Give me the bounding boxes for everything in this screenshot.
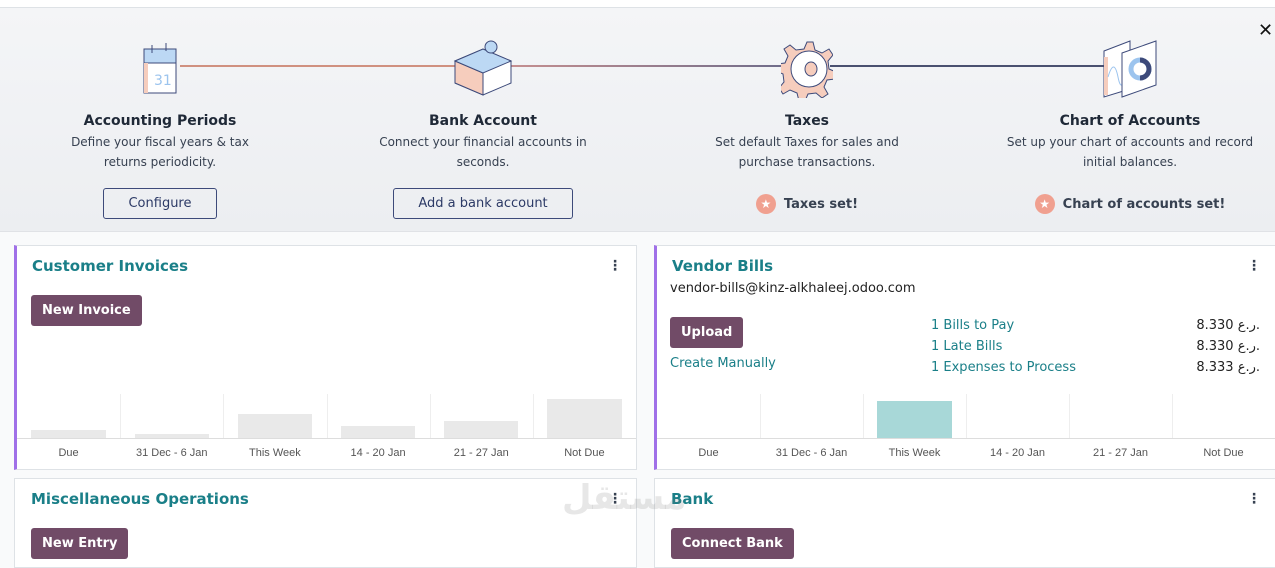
chart-bar[interactable] (877, 400, 952, 438)
x-tick-label: 14 - 20 Jan (350, 447, 406, 459)
x-tick-label: 14 - 20 Jan (989, 447, 1046, 459)
bills-chart[interactable]: Due 31 Dec - 6 Jan This Week 14 - 20 Jan 21 … (657, 394, 1275, 466)
misc-operations-card: Miscellaneous Operations ⋮ New Entry (14, 478, 637, 568)
kebab-menu-icon[interactable]: ⋮ (608, 491, 622, 507)
chart-column (657, 394, 760, 438)
x-tick-label: Not Due (1203, 447, 1244, 459)
chart-bar[interactable] (134, 434, 209, 438)
connect-bank-button[interactable]: Connect Bank (671, 528, 794, 559)
stat-amount: 8.330 ر.ع. (1196, 318, 1260, 333)
x-tick-label: Due (58, 447, 79, 459)
chart-column (966, 394, 1069, 438)
close-icon[interactable]: ✕ (1258, 20, 1274, 41)
add-bank-account-button[interactable]: Add a bank account (393, 188, 573, 219)
done-label: Taxes set! (783, 196, 859, 212)
step-taxes: Taxes Set default Taxes for sales and pu… (657, 33, 957, 214)
new-entry-button[interactable]: New Entry (31, 528, 129, 559)
customer-invoices-card: Customer Invoices ⋮ New Invoice Due 31 De… (14, 245, 637, 470)
puzzle-icon (333, 33, 633, 103)
x-tick-label: 21 - 27 Jan (453, 447, 509, 459)
x-tick-label: 31 Dec - 6 Jan (775, 447, 848, 459)
chart-done-status: ★ Chart of accounts set! (980, 194, 1275, 214)
step-description: Connect your financial accounts in secon… (379, 135, 587, 169)
connector-line (500, 65, 800, 67)
step-description: Set up your chart of accounts and record… (1006, 135, 1254, 169)
card-title[interactable]: Customer Invoices (32, 257, 188, 275)
card-title[interactable]: Bank (671, 490, 714, 508)
chart-column (532, 394, 636, 438)
chart-column (760, 394, 863, 438)
connector-line (180, 65, 480, 67)
new-invoice-button[interactable]: New Invoice (31, 295, 142, 326)
chart-bar[interactable] (31, 430, 106, 438)
upload-button[interactable]: Upload (670, 317, 744, 348)
step-title: Accounting Periods (83, 113, 237, 129)
step-title: Bank Account (429, 113, 537, 129)
chart-bar[interactable] (547, 399, 622, 438)
step-title: Taxes (784, 113, 830, 129)
card-title[interactable]: Vendor Bills (672, 257, 774, 275)
x-tick-label: 21 - 27 Jan (1092, 447, 1149, 459)
chart-bar[interactable] (444, 421, 519, 438)
gear-icon (657, 33, 957, 103)
x-tick-label: Not Due (564, 447, 605, 459)
taxes-done-status: ★ Taxes set! (657, 194, 957, 214)
chart-column (863, 394, 966, 438)
step-title: Chart of Accounts (1059, 113, 1201, 129)
stat-link[interactable]: 1 Bills to Pay (931, 318, 1015, 333)
kebab-menu-icon[interactable]: ⋮ (1247, 491, 1261, 507)
top-bar (0, 0, 1275, 8)
step-accounting-periods: 31 Accounting Periods Define your fiscal… (10, 33, 310, 219)
vendor-bills-card: Vendor Bills ⋮ vendor-bills@kinz-alkhale… (654, 245, 1275, 470)
star-icon: ★ (755, 194, 776, 214)
chart-icon (980, 33, 1275, 103)
card-title[interactable]: Miscellaneous Operations (31, 490, 249, 508)
chart-column (326, 394, 430, 438)
invoices-chart[interactable]: Due 31 Dec - 6 Jan This Week 14 - 20 Jan 21 … (17, 394, 636, 466)
chart-column (429, 394, 533, 438)
stat-amount: 8.330 ر.ع. (1196, 339, 1260, 354)
stat-link[interactable]: 1 Expenses to Process (931, 360, 1076, 375)
done-label: Chart of accounts set! (1062, 196, 1226, 212)
calendar-icon: 31 (10, 33, 310, 103)
x-axis (17, 438, 636, 439)
bank-card: Bank ⋮ Connect Bank (654, 478, 1275, 568)
chart-column (1069, 394, 1172, 438)
star-icon: ★ (1034, 194, 1055, 214)
configure-button[interactable]: Configure (103, 188, 217, 219)
svg-text:31: 31 (154, 73, 172, 89)
step-description: Define your fiscal years & tax returns p… (71, 135, 249, 169)
x-tick-label: 31 Dec - 6 Jan (135, 447, 208, 459)
x-tick-label: This Week (888, 447, 941, 459)
chart-column (1172, 394, 1275, 438)
chart-column (120, 394, 223, 438)
kebab-menu-icon[interactable]: ⋮ (1247, 258, 1261, 274)
step-bank-account: Bank Account Connect your financial acco… (333, 33, 633, 219)
onboarding-panel: ✕ 31 Accounting Periods Define your fisc… (0, 8, 1275, 232)
connector-line (830, 65, 1110, 67)
x-tick-label: Due (698, 447, 719, 459)
chart-bar[interactable] (340, 426, 416, 438)
kebab-menu-icon[interactable]: ⋮ (608, 258, 622, 274)
chart-column (223, 394, 326, 438)
stat-amount: 8.333 ر.ع. (1196, 360, 1260, 375)
vendor-bills-email: vendor-bills@kinz-alkhaleej.odoo.com (670, 281, 916, 296)
x-axis (657, 438, 1275, 439)
chart-bar[interactable] (237, 414, 313, 438)
step-chart-of-accounts: Chart of Accounts Set up your chart of a… (980, 33, 1275, 214)
x-tick-label: This Week (249, 447, 301, 459)
stat-link[interactable]: 1 Late Bills (931, 339, 1003, 354)
step-description: Set default Taxes for sales and purchase… (715, 135, 899, 169)
create-manually-link[interactable]: Create Manually (670, 356, 776, 371)
